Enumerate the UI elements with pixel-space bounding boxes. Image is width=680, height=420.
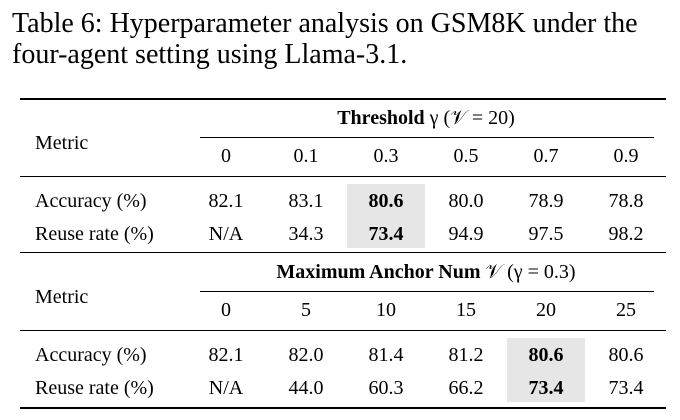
cell: 82.1 [208, 190, 244, 212]
cell: 73.4 [528, 377, 564, 399]
metric-label: Metric [35, 132, 89, 154]
rule [20, 252, 666, 253]
column-header: 15 [456, 299, 476, 321]
metric-label: Metric [35, 286, 89, 308]
cell: 80.0 [448, 190, 484, 212]
column-header: 0.3 [373, 145, 399, 167]
highlight-cell [507, 338, 585, 402]
column-header: 10 [376, 299, 396, 321]
cell: 80.6 [368, 190, 404, 212]
column-header: 25 [616, 299, 636, 321]
column-header: 20 [536, 299, 556, 321]
section-title: Threshold γ (𝒱 = 20) [337, 106, 515, 130]
row-label: Reuse rate (%) [35, 223, 154, 245]
column-header: 5 [301, 299, 311, 321]
row-label: Accuracy (%) [35, 190, 147, 212]
rule [200, 137, 654, 138]
cell: 78.8 [608, 190, 644, 212]
cell: 44.0 [288, 377, 324, 399]
cell: 34.3 [288, 223, 324, 245]
title-rest: γ (𝒱 = 20) [424, 107, 515, 129]
cell: N/A [208, 223, 244, 245]
cell: 83.1 [288, 190, 324, 212]
cell: 73.4 [608, 377, 644, 399]
column-header: 0 [221, 145, 231, 167]
row-label: Reuse rate (%) [35, 377, 154, 399]
cell: 81.2 [448, 344, 484, 366]
table-caption: Table 6: Hyperparameter analysis on GSM8… [12, 8, 638, 70]
rule [20, 330, 666, 331]
column-header: 0.5 [453, 145, 479, 167]
cell: 82.1 [208, 344, 244, 366]
column-header: 0.7 [533, 145, 559, 167]
cell: 80.6 [528, 344, 564, 366]
rule [20, 407, 666, 409]
column-header: 0.9 [613, 145, 639, 167]
title-rest: 𝒱 (γ = 0.3) [480, 261, 576, 283]
section-title: Maximum Anchor Num 𝒱 (γ = 0.3) [276, 260, 575, 284]
column-header: 0.1 [293, 145, 319, 167]
cell: 73.4 [368, 223, 404, 245]
highlight-cell [347, 184, 425, 248]
rule [20, 98, 666, 100]
title-bold: Threshold [337, 107, 425, 129]
cell: 94.9 [448, 223, 484, 245]
cell: 81.4 [368, 344, 404, 366]
cell: 78.9 [528, 190, 564, 212]
cell: 66.2 [448, 377, 484, 399]
rule [200, 291, 654, 292]
row-label: Accuracy (%) [35, 344, 147, 366]
column-header: 0 [221, 299, 231, 321]
cell: 82.0 [288, 344, 324, 366]
cell: 97.5 [528, 223, 564, 245]
rule [20, 176, 666, 177]
cell: 60.3 [368, 377, 404, 399]
cell: 98.2 [608, 223, 644, 245]
cell: 80.6 [608, 344, 644, 366]
cell: N/A [208, 377, 244, 399]
title-bold: Maximum Anchor Num [276, 261, 481, 283]
